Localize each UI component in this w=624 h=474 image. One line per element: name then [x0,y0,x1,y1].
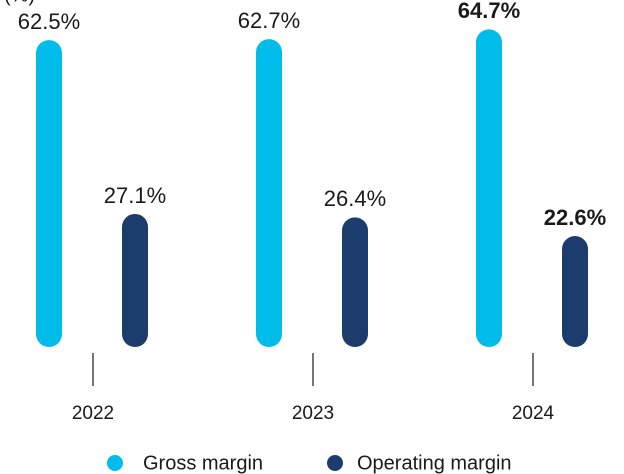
x-tick-label: 2023 [292,403,334,424]
bar [122,213,148,347]
legend-label: Gross margin [143,452,263,474]
unit-label: (%) [4,0,35,6]
bar [562,236,588,347]
value-label: 62.5% [18,9,80,34]
bar [256,39,282,347]
legend-marker [327,455,343,471]
x-tick-label: 2022 [72,403,114,424]
legend-label: Operating margin [357,452,512,474]
value-label: 62.7% [238,8,300,33]
value-label: 27.1% [104,183,166,208]
value-label: 22.6% [544,205,606,230]
bar [342,217,368,347]
legend-marker [107,455,123,471]
x-tick-label: 2024 [512,403,555,424]
value-label: 26.4% [324,186,386,211]
bar [36,40,62,347]
value-label: 64.7% [458,0,520,23]
bar [476,29,502,348]
